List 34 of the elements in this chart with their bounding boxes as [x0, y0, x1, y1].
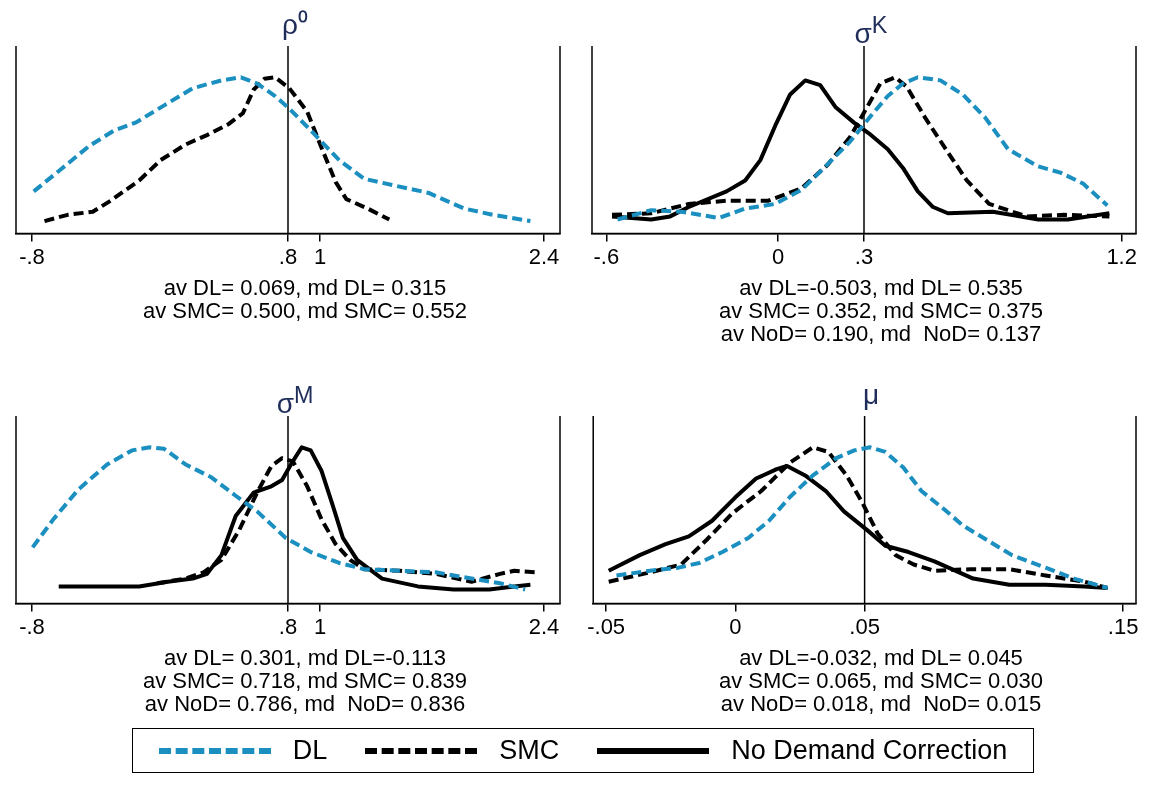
- text: av DL= 0.301, md DL=-0.113: [162, 645, 448, 670]
- x-tick-label: 1: [313, 613, 327, 639]
- text: av DL=-0.503, md DL= 0.535: [738, 275, 1024, 300]
- x-tick-label: 1: [313, 243, 327, 269]
- chart-title: σ$^{M}$: [275, 381, 315, 420]
- x-tick-label: .15: [1107, 613, 1139, 639]
- text: av SMC= 0.718, md SMC= 0.839: [141, 668, 469, 693]
- legend-label: No Demand Correction: [731, 735, 1008, 766]
- x-tick-label: .8: [278, 613, 298, 639]
- chart-title: σ$^{K}$: [853, 11, 889, 50]
- text: av NoD= 0.018, md NoD= 0.015: [719, 691, 1043, 716]
- x-tick-label: .3: [854, 243, 874, 269]
- x-tick-label: 2.4: [528, 243, 560, 269]
- x-tick-label: 0: [729, 613, 742, 639]
- text: av NoD= 0.190, md NoD= 0.137: [719, 321, 1043, 346]
- x-tick-label: .8: [278, 243, 298, 269]
- chart-title: ρ⁰: [281, 8, 309, 42]
- x-tick-label: -.8: [19, 243, 45, 269]
- text: av NoD= 0.786, md NoD= 0.836: [143, 691, 467, 716]
- x-tick-label: .05: [849, 613, 880, 639]
- x-tick-label: 2.4: [528, 613, 560, 639]
- x-tick-label: -.05: [587, 613, 626, 639]
- chart-title: μ: [861, 378, 881, 412]
- text: av DL= 0.069, md DL= 0.315: [162, 275, 448, 300]
- x-tick-label: 0: [771, 243, 785, 269]
- text: av DL=-0.032, md DL= 0.045: [738, 645, 1024, 670]
- x-tick-label: -.6: [593, 243, 620, 269]
- x-tick-label: 1.2: [1106, 243, 1137, 269]
- x-tick-label: -.8: [19, 613, 45, 639]
- text: av SMC= 0.065, md SMC= 0.030: [717, 668, 1045, 693]
- text: av SMC= 0.500, md SMC= 0.552: [141, 298, 469, 323]
- text: av SMC= 0.352, md SMC= 0.375: [717, 298, 1045, 323]
- legend-label: SMC: [499, 735, 560, 766]
- legend-label: DL: [292, 735, 328, 766]
